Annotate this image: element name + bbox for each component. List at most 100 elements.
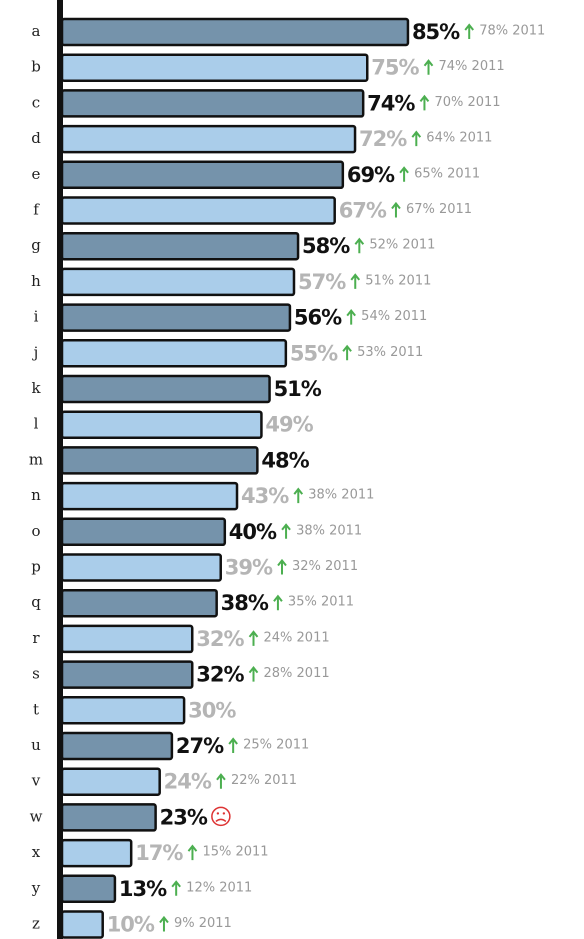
comparison-label: 15% 2011 xyxy=(202,845,268,860)
value-label: 24% xyxy=(164,770,212,794)
bar xyxy=(60,160,345,190)
value-label: 27% xyxy=(176,734,224,758)
comparison-label: 38% 2011 xyxy=(296,523,362,538)
up-arrow xyxy=(171,880,181,896)
category-label: q xyxy=(31,593,41,611)
bar xyxy=(60,196,336,225)
value-label: 43% xyxy=(241,484,289,508)
bar xyxy=(60,410,263,439)
up-arrow xyxy=(248,665,259,682)
comparison-label: 24% 2011 xyxy=(264,630,330,645)
up-arrow xyxy=(354,237,365,254)
bar xyxy=(60,124,357,154)
bar xyxy=(60,838,133,868)
comparison-label: 9% 2011 xyxy=(174,916,232,931)
bar xyxy=(60,803,157,832)
comparison-label: 52% 2011 xyxy=(369,238,435,253)
value-label: 57% xyxy=(298,270,346,294)
up-arrow xyxy=(216,773,226,789)
category-label: f xyxy=(33,201,40,219)
comparison-label: 35% 2011 xyxy=(288,595,354,610)
category-label: w xyxy=(30,807,43,825)
value-label: 39% xyxy=(225,556,273,580)
up-arrow xyxy=(346,308,356,325)
up-arrow xyxy=(423,59,434,75)
category-label: l xyxy=(34,415,39,433)
category-label: d xyxy=(31,129,41,147)
category-label: s xyxy=(32,665,40,683)
sad-face xyxy=(211,806,231,827)
bar xyxy=(60,231,300,261)
comparison-label: 38% 2011 xyxy=(308,488,374,503)
bar xyxy=(60,553,222,582)
bar xyxy=(60,89,365,118)
value-label: 55% xyxy=(290,341,338,365)
value-label: 30% xyxy=(188,698,236,722)
bar xyxy=(60,696,186,725)
up-arrow xyxy=(293,487,304,504)
value-label: 51% xyxy=(274,377,322,401)
category-label: v xyxy=(31,772,41,790)
category-label: m xyxy=(29,450,43,468)
up-arrow xyxy=(391,201,401,218)
category-label: x xyxy=(32,843,41,861)
comparison-label: 25% 2011 xyxy=(243,738,309,753)
bar xyxy=(60,588,218,618)
bar xyxy=(60,303,292,332)
value-label: 74% xyxy=(367,91,415,115)
value-label: 49% xyxy=(265,413,313,437)
value-label: 69% xyxy=(347,163,395,187)
bar xyxy=(60,481,239,511)
comparison-label: 67% 2011 xyxy=(406,202,472,217)
up-arrow xyxy=(273,594,283,611)
category-label: u xyxy=(31,736,41,754)
value-label: 75% xyxy=(371,56,419,80)
value-label: 32% xyxy=(196,663,244,687)
value-label: 67% xyxy=(339,199,387,223)
up-arrow xyxy=(411,130,422,147)
category-label: i xyxy=(34,308,39,326)
comparison-label: 12% 2011 xyxy=(186,880,252,895)
category-label: p xyxy=(31,558,41,576)
bar xyxy=(60,339,288,368)
bar xyxy=(60,660,194,689)
category-label: t xyxy=(33,700,39,718)
category-label: b xyxy=(31,58,41,76)
value-label: 40% xyxy=(229,520,277,544)
up-arrow xyxy=(342,344,352,361)
category-label: c xyxy=(32,93,40,111)
eye xyxy=(222,812,226,815)
eye xyxy=(216,812,220,815)
up-arrow xyxy=(399,166,409,182)
value-label: 13% xyxy=(119,877,167,901)
category-label: r xyxy=(32,629,40,647)
value-label: 85% xyxy=(412,20,460,44)
value-label: 72% xyxy=(359,127,407,151)
category-label: o xyxy=(31,522,40,540)
up-arrow xyxy=(277,558,287,575)
comparison-label: 64% 2011 xyxy=(426,131,492,146)
bar xyxy=(60,374,271,404)
category-label: a xyxy=(32,22,41,40)
value-label: 10% xyxy=(107,913,155,937)
up-arrow xyxy=(187,844,198,861)
category-label: z xyxy=(32,915,40,933)
value-label: 48% xyxy=(261,448,309,472)
up-arrow xyxy=(248,630,259,646)
bar xyxy=(60,767,161,796)
comparison-label: 70% 2011 xyxy=(434,95,500,110)
bar xyxy=(60,517,227,547)
comparison-label: 22% 2011 xyxy=(231,773,297,788)
bar xyxy=(60,53,369,82)
category-label: e xyxy=(32,165,41,183)
up-arrow xyxy=(350,273,361,289)
value-label: 17% xyxy=(135,841,183,865)
comparison-label: 65% 2011 xyxy=(414,166,480,181)
mouth xyxy=(215,818,227,823)
comparison-label: 32% 2011 xyxy=(292,559,358,574)
face xyxy=(211,806,231,827)
category-label: n xyxy=(31,486,41,504)
up-arrow xyxy=(159,915,169,932)
comparison-label: 53% 2011 xyxy=(357,345,423,360)
